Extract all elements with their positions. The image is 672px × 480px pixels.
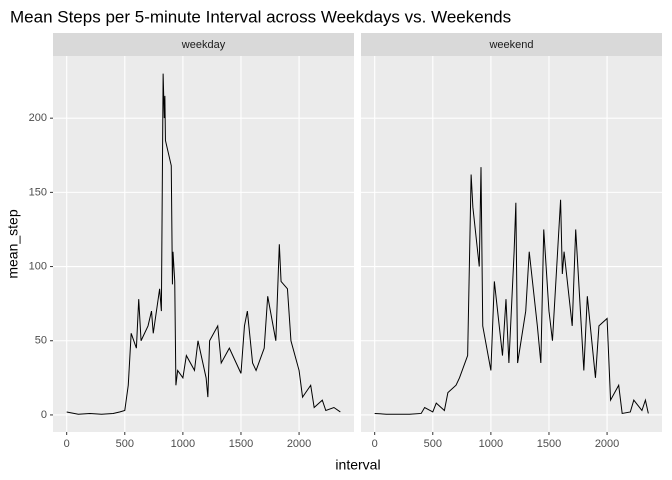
y-tick-label: 150 — [29, 186, 47, 198]
x-tick-label: 500 — [116, 438, 134, 450]
x-tick-label: 2000 — [595, 438, 619, 450]
x-tick-label: 1000 — [479, 438, 503, 450]
x-axis-title: interval — [335, 457, 380, 473]
y-axis-title: mean_step — [5, 209, 21, 278]
x-tick-label: 1500 — [229, 438, 253, 450]
x-tick-label: 0 — [64, 438, 70, 450]
strip-label: weekday — [181, 39, 226, 51]
strip-label: weekend — [488, 39, 533, 51]
panel — [361, 56, 662, 432]
y-tick-label: 0 — [41, 409, 47, 421]
chart-title: Mean Steps per 5-minute Interval across … — [10, 7, 511, 26]
x-tick-label: 500 — [424, 438, 442, 450]
y-tick-label: 50 — [35, 335, 47, 347]
line — [374, 167, 649, 415]
y-tick-label: 100 — [29, 260, 47, 272]
panel — [53, 56, 354, 432]
x-tick-label: 1000 — [171, 438, 195, 450]
y-tick-label: 200 — [29, 112, 47, 124]
x-tick-label: 0 — [372, 438, 378, 450]
x-tick-label: 1500 — [537, 438, 561, 450]
strip — [361, 33, 662, 56]
x-tick-label: 2000 — [287, 438, 311, 450]
line — [66, 73, 341, 415]
strip — [53, 33, 354, 56]
